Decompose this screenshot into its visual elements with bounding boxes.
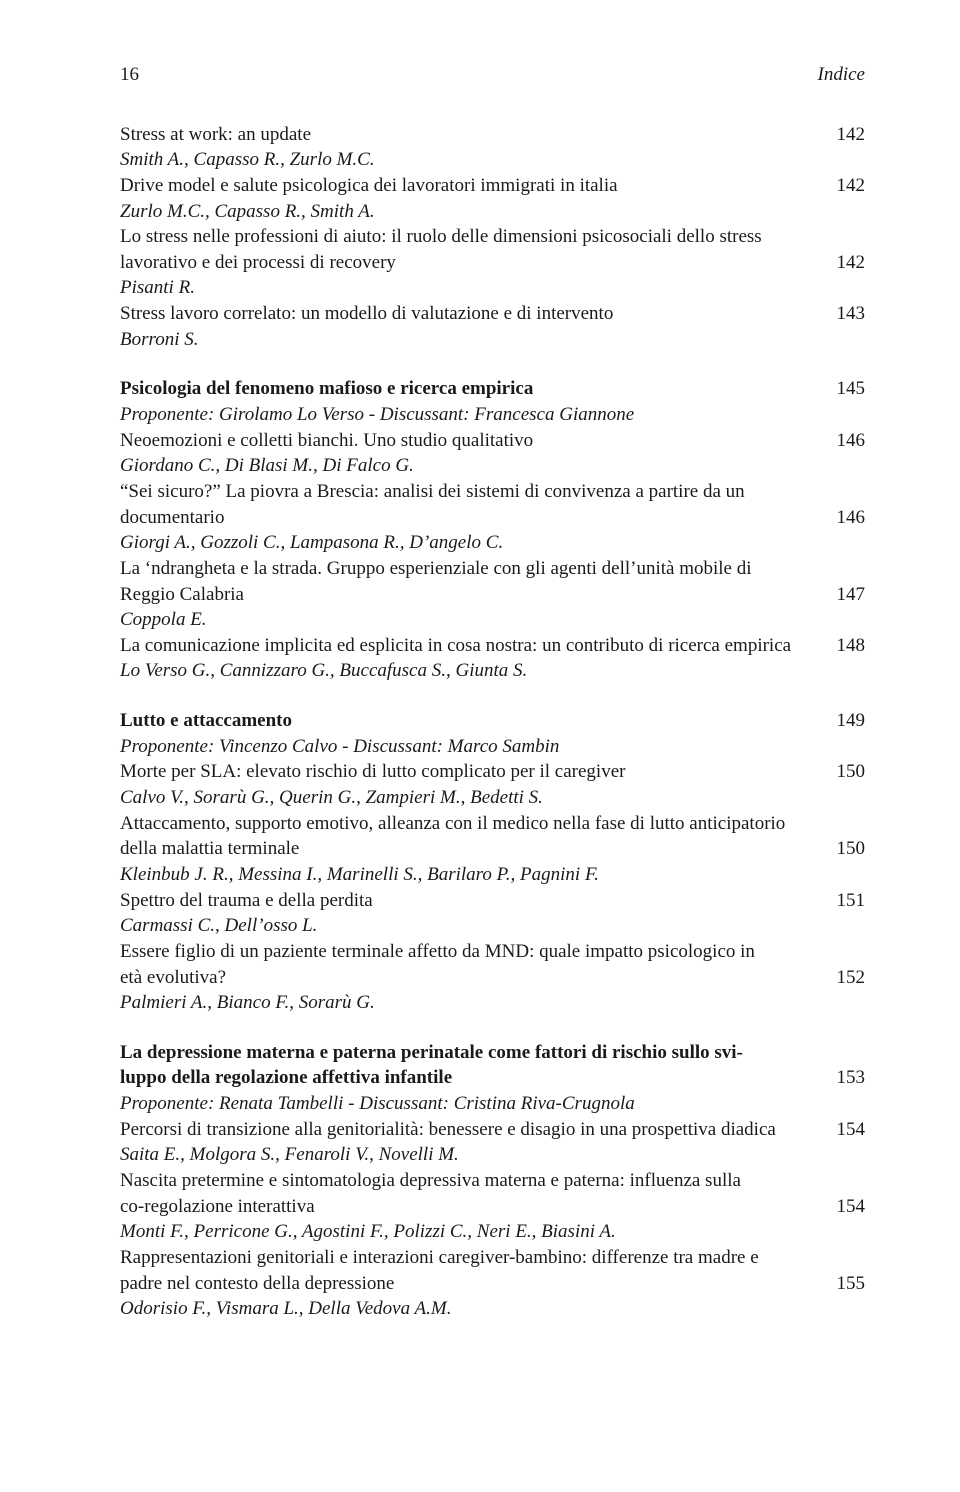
toc-entry: La comunicazione implicita ed esplicita … bbox=[120, 633, 865, 659]
entry-title: Drive model e salute psicologica dei lav… bbox=[120, 173, 801, 199]
entry-authors: Borroni S. bbox=[120, 327, 865, 353]
entry-page: 142 bbox=[825, 173, 865, 199]
toc-entry: padre nel contesto della depressione 155 bbox=[120, 1271, 865, 1297]
toc-entry: età evolutiva? 152 bbox=[120, 965, 865, 991]
entry-line: Lo stress nelle professioni di aiuto: il… bbox=[120, 224, 865, 250]
entry-page: 146 bbox=[825, 505, 865, 531]
entry-title: Percorsi di transizione alla genitoriali… bbox=[120, 1117, 801, 1143]
section-title-text: Psicologia del fenomeno mafioso e ricerc… bbox=[120, 376, 801, 402]
entry-title: Reggio Calabria bbox=[120, 582, 801, 608]
section-title-text: luppo della regolazione affettiva infant… bbox=[120, 1065, 801, 1091]
section-heading-line: La depressione materna e paterna perinat… bbox=[120, 1040, 865, 1066]
entry-authors: Coppola E. bbox=[120, 607, 865, 633]
entry-page: 150 bbox=[825, 836, 865, 862]
entry-page: 150 bbox=[825, 759, 865, 785]
section-title-text: Lutto e attaccamento bbox=[120, 708, 801, 734]
entry-authors: Lo Verso G., Cannizzaro G., Buccafusca S… bbox=[120, 658, 865, 684]
entry-title: età evolutiva? bbox=[120, 965, 801, 991]
entry-title: La comunicazione implicita ed esplicita … bbox=[120, 633, 801, 659]
entry-line: “Sei sicuro?” La piovra a Brescia: anali… bbox=[120, 479, 865, 505]
entry-page: 151 bbox=[825, 888, 865, 914]
entry-authors: Smith A., Capasso R., Zurlo M.C. bbox=[120, 147, 865, 173]
running-title: Indice bbox=[818, 62, 865, 88]
toc-entry: Drive model e salute psicologica dei lav… bbox=[120, 173, 865, 199]
toc-entry: lavorativo e dei processi di recovery 142 bbox=[120, 250, 865, 276]
toc-entry: co-regolazione interattiva 154 bbox=[120, 1194, 865, 1220]
entry-page: 146 bbox=[825, 428, 865, 454]
entry-page: 155 bbox=[825, 1271, 865, 1297]
entry-page: 142 bbox=[825, 250, 865, 276]
section-proponent: Proponente: Girolamo Lo Verso - Discussa… bbox=[120, 402, 865, 428]
table-of-contents: Stress at work: an update142Smith A., Ca… bbox=[120, 122, 865, 1322]
entry-authors: Giordano C., Di Blasi M., Di Falco G. bbox=[120, 453, 865, 479]
toc-entry: Morte per SLA: elevato rischio di lutto … bbox=[120, 759, 865, 785]
entry-page: 145 bbox=[825, 376, 865, 402]
entry-page: 154 bbox=[825, 1117, 865, 1143]
entry-page: 142 bbox=[825, 122, 865, 148]
toc-entry: Spettro del trauma e della perdita 151 bbox=[120, 888, 865, 914]
entry-page: 152 bbox=[825, 965, 865, 991]
entry-authors: Saita E., Molgora S., Fenaroli V., Novel… bbox=[120, 1142, 865, 1168]
entry-page: 149 bbox=[825, 708, 865, 734]
entry-page: 148 bbox=[825, 633, 865, 659]
entry-title: della malattia terminale bbox=[120, 836, 801, 862]
entry-title: co-regolazione interattiva bbox=[120, 1194, 801, 1220]
section-proponent: Proponente: Vincenzo Calvo - Discussant:… bbox=[120, 734, 865, 760]
page-header: 16 Indice bbox=[120, 62, 865, 88]
entry-title: Spettro del trauma e della perdita bbox=[120, 888, 801, 914]
entry-title: Stress at work: an update bbox=[120, 122, 801, 148]
entry-title: padre nel contesto della depressione bbox=[120, 1271, 801, 1297]
toc-entry: Neoemozioni e colletti bianchi. Uno stud… bbox=[120, 428, 865, 454]
toc-entry: documentario 146 bbox=[120, 505, 865, 531]
section-proponent: Proponente: Renata Tambelli - Discussant… bbox=[120, 1091, 865, 1117]
section-gap bbox=[120, 684, 865, 708]
entry-authors: Calvo V., Sorarù G., Querin G., Zampieri… bbox=[120, 785, 865, 811]
entry-line: Essere figlio di un paziente terminale a… bbox=[120, 939, 865, 965]
page-number: 16 bbox=[120, 62, 139, 88]
entry-line: La ‘ndrangheta e la strada. Gruppo esper… bbox=[120, 556, 865, 582]
entry-page: 154 bbox=[825, 1194, 865, 1220]
entry-title: lavorativo e dei processi di recovery bbox=[120, 250, 801, 276]
entry-line: Rappresentazioni genitoriali e interazio… bbox=[120, 1245, 865, 1271]
toc-entry: Reggio Calabria 147 bbox=[120, 582, 865, 608]
entry-authors: Carmassi C., Dell’osso L. bbox=[120, 913, 865, 939]
entry-title: Stress lavoro correlato: un modello di v… bbox=[120, 301, 801, 327]
entry-authors: Monti F., Perricone G., Agostini F., Pol… bbox=[120, 1219, 865, 1245]
entry-authors: Kleinbub J. R., Messina I., Marinelli S.… bbox=[120, 862, 865, 888]
entry-page: 147 bbox=[825, 582, 865, 608]
section-gap bbox=[120, 352, 865, 376]
entry-line: Nascita pretermine e sintomatologia depr… bbox=[120, 1168, 865, 1194]
section-heading: Psicologia del fenomeno mafioso e ricerc… bbox=[120, 376, 865, 402]
entry-title: Neoemozioni e colletti bianchi. Uno stud… bbox=[120, 428, 801, 454]
entry-page: 143 bbox=[825, 301, 865, 327]
toc-entry: Stress lavoro correlato: un modello di v… bbox=[120, 301, 865, 327]
section-gap bbox=[120, 1016, 865, 1040]
toc-entry: Stress at work: an update 142 bbox=[120, 122, 865, 148]
section-heading: luppo della regolazione affettiva infant… bbox=[120, 1065, 865, 1091]
entry-line: Attaccamento, supporto emotivo, alleanza… bbox=[120, 811, 865, 837]
section-heading: Lutto e attaccamento 149 bbox=[120, 708, 865, 734]
entry-authors: Giorgi A., Gozzoli C., Lampasona R., D’a… bbox=[120, 530, 865, 556]
entry-page: 153 bbox=[825, 1065, 865, 1091]
entry-authors: Odorisio F., Vismara L., Della Vedova A.… bbox=[120, 1296, 865, 1322]
entry-title: documentario bbox=[120, 505, 801, 531]
entry-title: Morte per SLA: elevato rischio di lutto … bbox=[120, 759, 801, 785]
entry-authors: Zurlo M.C., Capasso R., Smith A. bbox=[120, 199, 865, 225]
toc-entry: Percorsi di transizione alla genitoriali… bbox=[120, 1117, 865, 1143]
entry-authors: Pisanti R. bbox=[120, 275, 865, 301]
toc-entry: della malattia terminale 150 bbox=[120, 836, 865, 862]
entry-authors: Palmieri A., Bianco F., Sorarù G. bbox=[120, 990, 865, 1016]
